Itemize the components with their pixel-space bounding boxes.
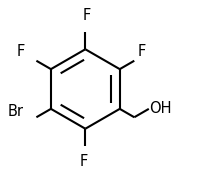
Text: F: F bbox=[83, 8, 91, 23]
Text: Br: Br bbox=[8, 104, 23, 119]
Text: OH: OH bbox=[149, 101, 171, 116]
Text: F: F bbox=[80, 154, 88, 169]
Text: F: F bbox=[17, 44, 25, 59]
Text: F: F bbox=[137, 44, 146, 59]
